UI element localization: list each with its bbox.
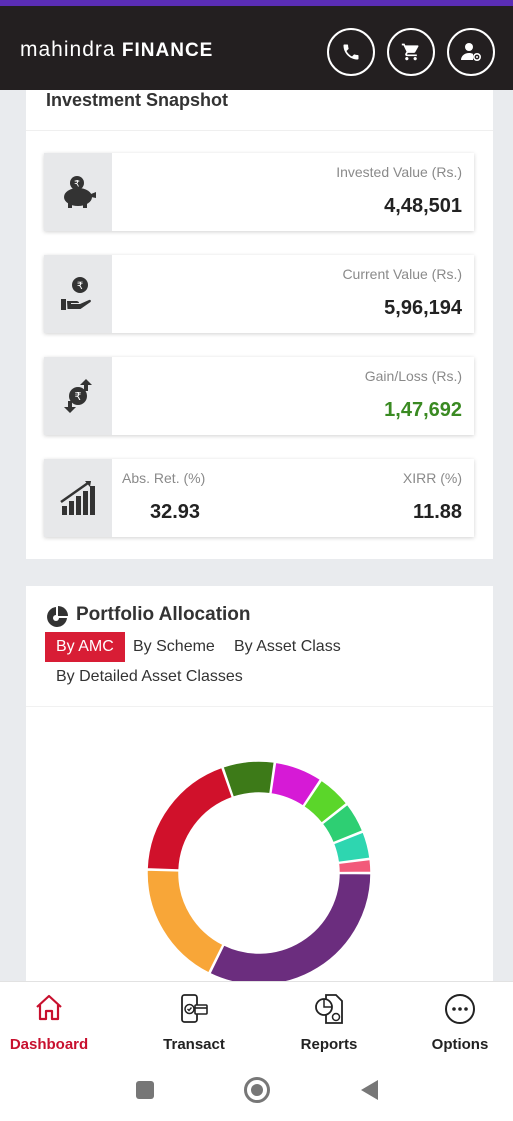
nav-dashboard[interactable]: Dashboard [0,982,98,1062]
bar-chart-up-icon [44,459,112,537]
status-bar [0,0,513,6]
bottom-navigation: Dashboard Transact Reports Options [0,981,513,1061]
transact-icon [181,994,208,1023]
invested-value: 4,48,501 [384,195,462,217]
tab-by-amc[interactable]: By AMC [45,632,125,662]
abs-return-label: Abs. Ret. (%) [122,470,206,486]
home-button-icon[interactable] [243,1076,271,1104]
gain-loss-value: 1,47,692 [384,399,462,421]
home-icon [36,994,62,1021]
donut-slice-5[interactable] [269,761,322,808]
app-header: mahindra FINANCE [0,6,513,90]
allocation-donut-chart [146,760,372,986]
gain-loss-icon: ₹ [44,357,112,435]
gain-loss-label: Gain/Loss (Rs.) [364,368,462,384]
gain-loss-tile: ₹ Gain/Loss (Rs.) 1,47,692 [44,357,474,435]
invested-value-tile: ₹ Invested Value (Rs.) 4,48,501 [44,153,474,231]
divider [26,130,493,131]
cart-button[interactable] [387,28,435,76]
phone-icon [343,44,359,60]
tab-by-detailed-asset-classes[interactable]: By Detailed Asset Classes [56,668,243,685]
nav-label: Dashboard [9,1036,89,1053]
donut-slice-3[interactable] [146,766,234,871]
current-value: 5,96,194 [384,297,462,319]
user-settings-button[interactable] [447,28,495,76]
portfolio-title: Portfolio Allocation [76,604,251,625]
nav-options[interactable]: Options [411,982,509,1062]
pie-chart-icon [47,606,68,627]
nav-reports[interactable]: Reports [280,982,378,1062]
snapshot-title: Investment Snapshot [46,90,229,110]
brand-name: mahindra [20,38,116,61]
current-value-label: Current Value (Rs.) [342,266,462,282]
reports-icon [315,994,343,1024]
xirr-label: XIRR (%) [402,470,462,486]
invested-value-label: Invested Value (Rs.) [336,164,462,180]
nav-label: Options [431,1036,489,1053]
phone-button[interactable] [327,28,375,76]
options-icon [445,994,475,1024]
svg-text:₹: ₹ [74,180,80,190]
donut-slice-2[interactable] [146,869,225,975]
back-icon[interactable] [358,1078,380,1102]
svg-text:₹: ₹ [77,281,83,292]
donut-slice-1[interactable] [208,872,372,986]
investment-snapshot-card: Investment Snapshot ₹ Invested Value (Rs… [26,90,493,559]
nav-label: Reports [300,1036,358,1053]
tab-by-scheme[interactable]: By Scheme [133,638,215,655]
donut-slice-6[interactable] [302,779,348,825]
brand-logo: mahindra FINANCE [20,38,213,62]
nav-transact[interactable]: Transact [145,982,243,1062]
donut-slice-4[interactable] [221,760,276,799]
abs-return-value: 32.93 [150,501,201,523]
returns-tile: Abs. Ret. (%) 32.93 XIRR (%) 11.88 [44,459,474,537]
tab-by-asset-class[interactable]: By Asset Class [234,638,341,655]
piggy-bank-icon: ₹ [44,153,112,231]
divider [26,706,493,707]
donut-slice-7[interactable] [321,803,364,844]
user-settings-icon [461,43,482,62]
recents-icon[interactable] [134,1079,156,1101]
cart-icon [401,43,419,61]
current-value-tile: ₹ Current Value (Rs.) 5,96,194 [44,255,474,333]
portfolio-allocation-card: Portfolio Allocation By AMC By Scheme By… [26,586,493,986]
nav-label: Transact [163,1036,225,1053]
xirr-value: 11.88 [413,501,462,523]
donut-slice-9[interactable] [337,858,372,874]
hand-coin-icon: ₹ [44,255,112,333]
system-navigation-bar [0,1061,513,1121]
brand-suffix: FINANCE [121,40,214,61]
svg-text:₹: ₹ [75,390,82,403]
donut-slice-8[interactable] [332,830,371,864]
